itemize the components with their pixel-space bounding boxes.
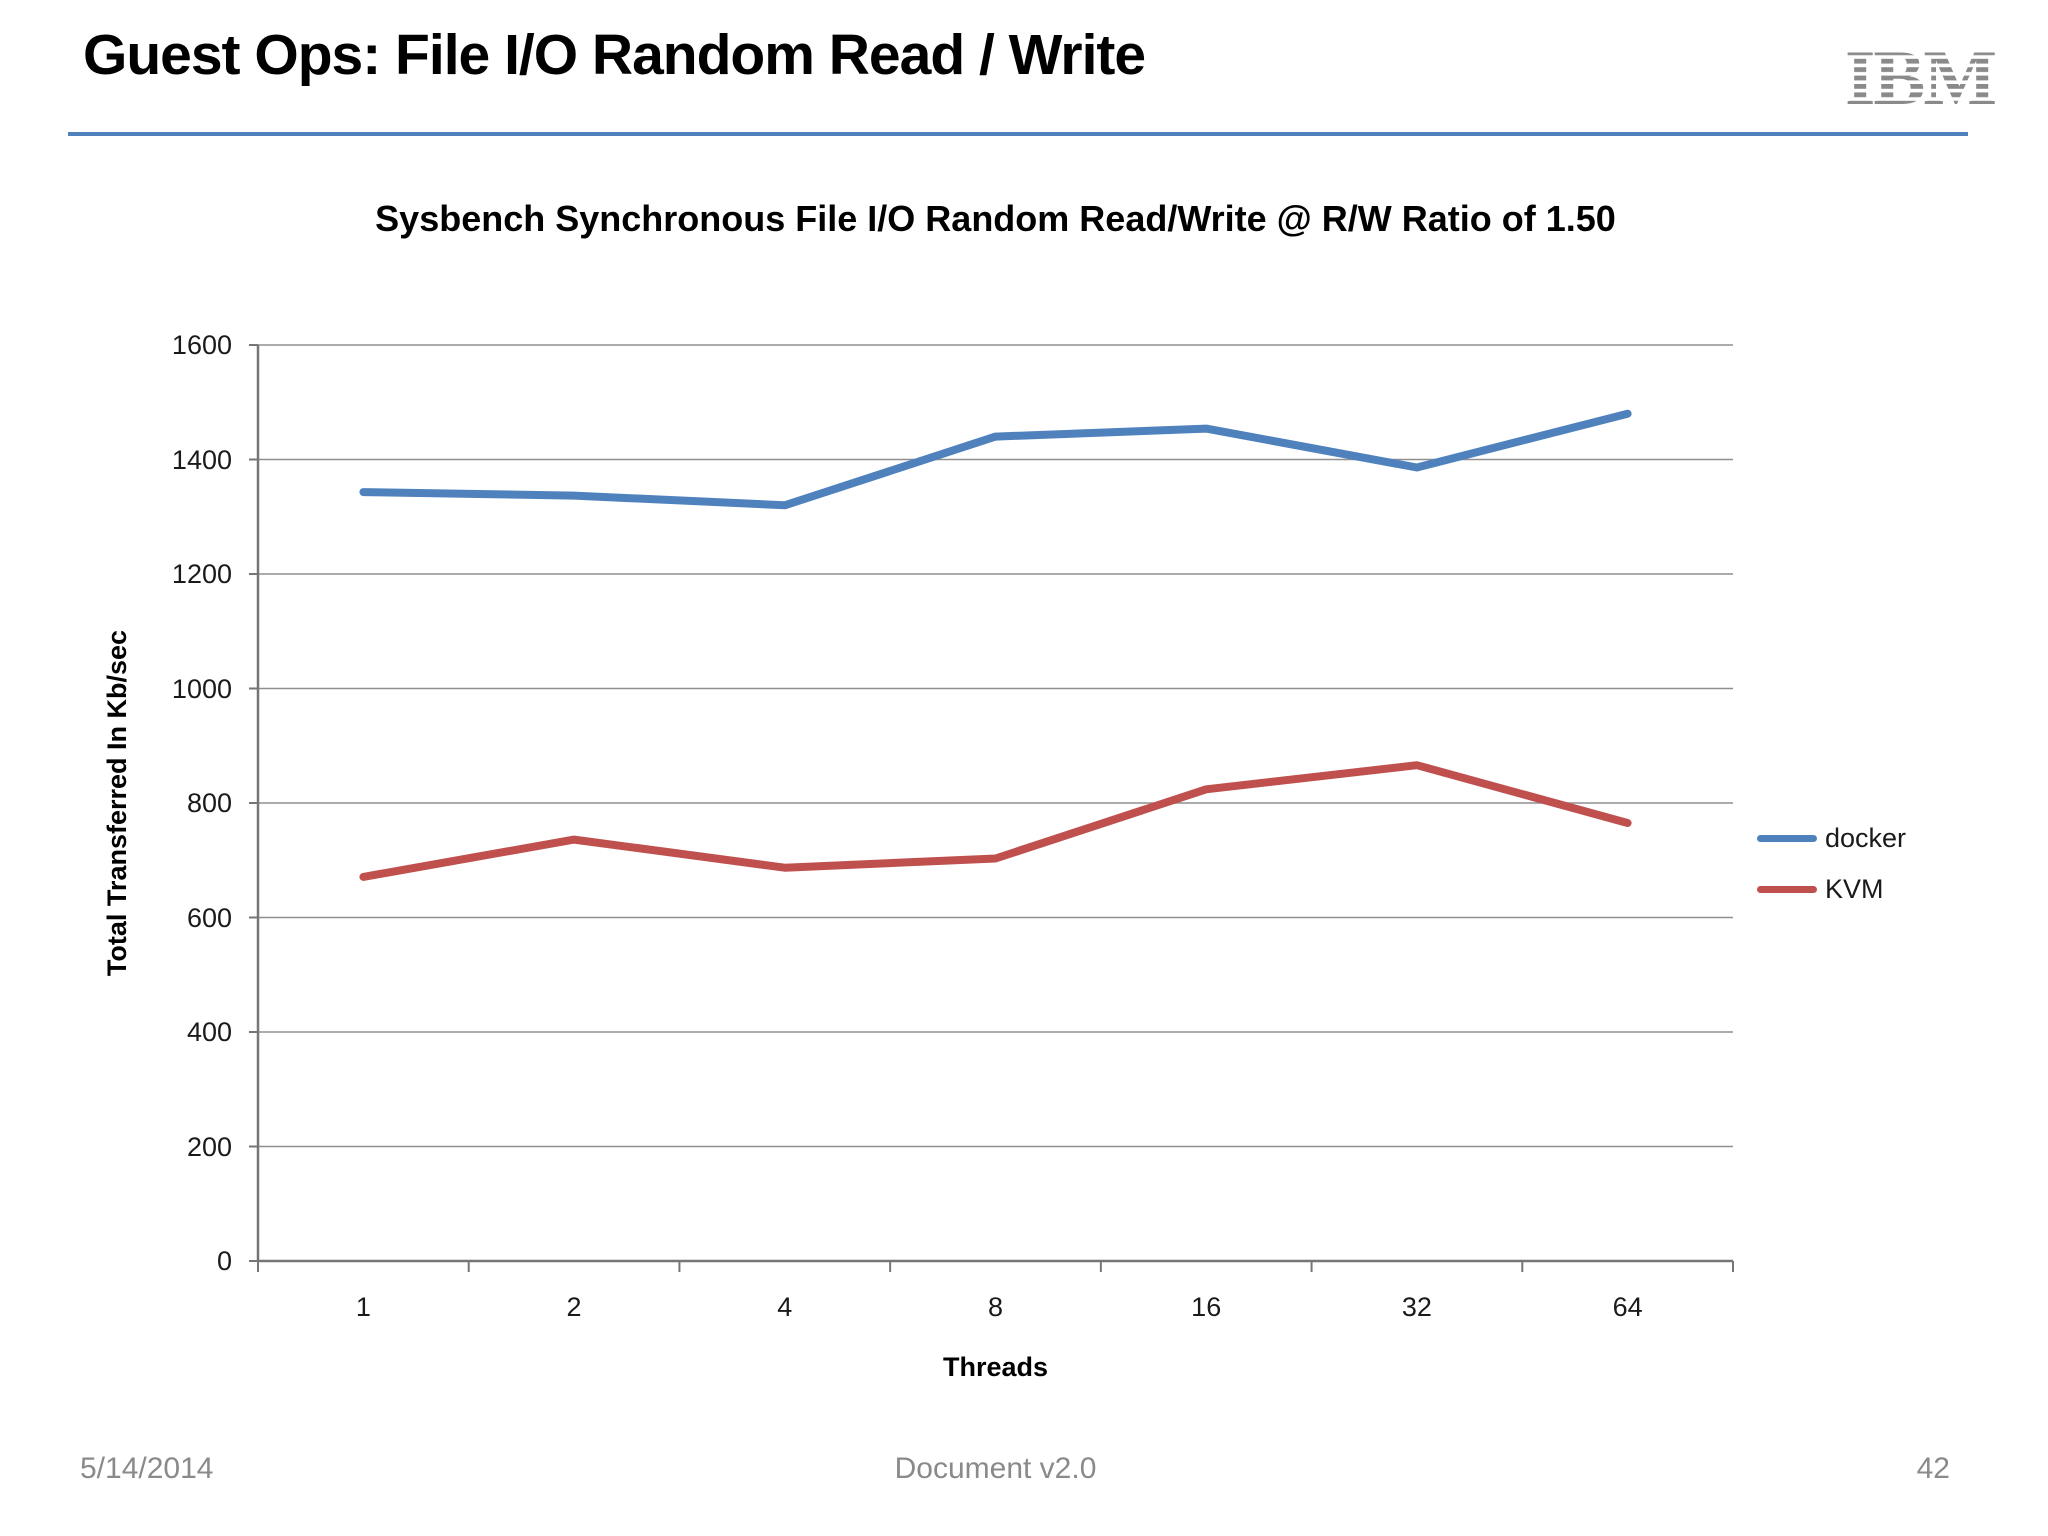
footer-document-version: Document v2.0 <box>894 1452 1097 1485</box>
page-title: Guest Ops: File I/O Random Read / Write <box>83 23 1146 87</box>
series-line-docker <box>359 409 1632 510</box>
ibm-logo: IBM <box>1845 40 1997 114</box>
y-tick-label: 1200 <box>171 559 232 589</box>
x-tick-label: 2 <box>566 1292 582 1322</box>
legend-label: docker <box>1825 822 1907 853</box>
legend-label: KVM <box>1825 873 1884 904</box>
chart-canvas <box>249 344 1734 1272</box>
y-tick-label: 1000 <box>171 673 232 704</box>
x-tick-label: 64 <box>1612 1292 1643 1322</box>
y-axis-tick-labels: 0 200 400 600 800 1000 1200 1400 1600 <box>120 330 232 1276</box>
x-axis-tick-labels: 1 2 4 8 16 32 64 <box>258 1290 1733 1324</box>
legend-color-dash <box>1757 834 1817 842</box>
x-tick-label: 1 <box>355 1292 371 1322</box>
y-tick-label: 1600 <box>171 330 232 360</box>
y-tick-label: 400 <box>186 1017 232 1047</box>
y-tick-label: 0 <box>216 1246 232 1276</box>
legend-item-KVM: KVM <box>1757 869 1906 909</box>
ibm-logo-text: IBM <box>1845 40 1995 114</box>
x-tick-label: 32 <box>1401 1292 1432 1322</box>
y-tick-label: 1400 <box>171 444 232 475</box>
footer-date: 5/14/2014 <box>80 1452 214 1485</box>
chart-legend: docker KVM <box>1757 818 1906 920</box>
legend-color-dash <box>1757 885 1817 893</box>
x-tick-label: 4 <box>777 1292 793 1322</box>
y-tick-label: 600 <box>186 902 232 933</box>
x-tick-label: 8 <box>987 1292 1004 1322</box>
y-tick-label: 200 <box>186 1131 232 1162</box>
chart-title: Sysbench Synchronous File I/O Random Rea… <box>375 198 1616 239</box>
plot-area <box>249 344 1734 1272</box>
x-axis-title: Threads <box>942 1352 1049 1382</box>
title-underline <box>68 132 1968 136</box>
footer-page-number: 42 <box>1916 1452 1950 1485</box>
series-line-KVM <box>359 761 1632 881</box>
legend-item-docker: docker <box>1757 818 1906 858</box>
y-tick-label: 800 <box>186 788 232 818</box>
x-tick-label: 16 <box>1191 1292 1222 1322</box>
